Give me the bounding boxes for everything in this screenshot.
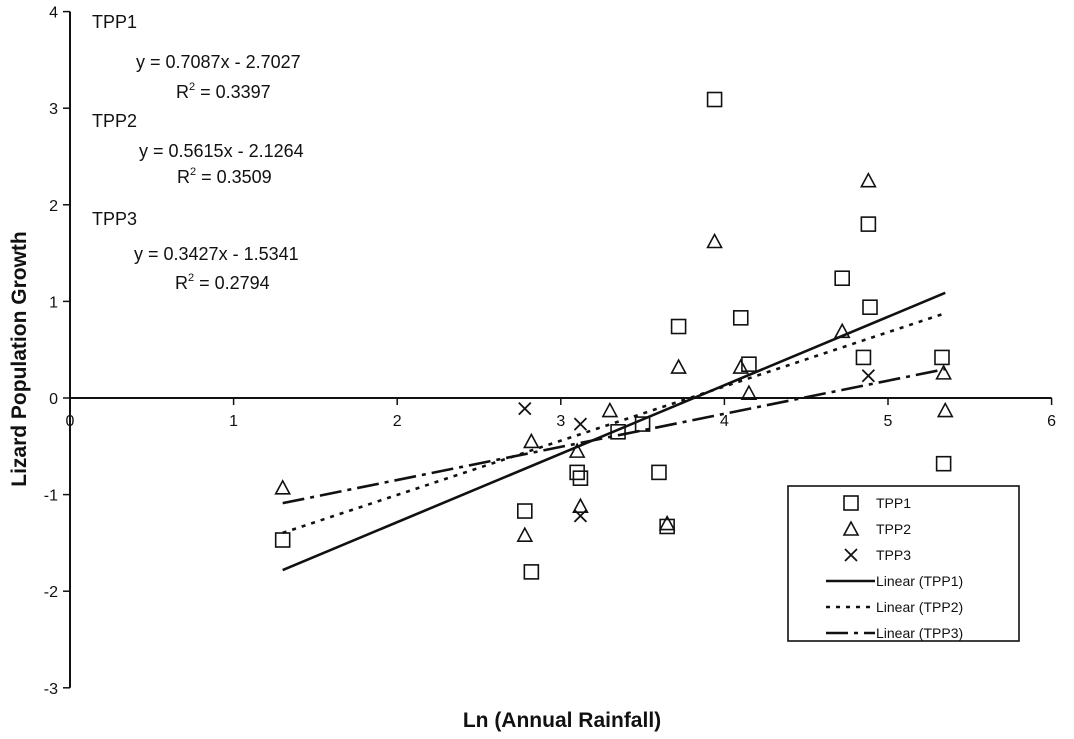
point-tpp3	[861, 369, 876, 383]
x-tick-label: 6	[1047, 413, 1056, 430]
x-tick-label: 1	[229, 413, 238, 430]
legend: TPP1 TPP2 TPP3 Linear (TPP1) Linear (TPP2) Li…	[787, 485, 1020, 642]
annotation-equation: y = 0.5615x - 2.1264	[139, 141, 304, 161]
point-tpp1	[934, 349, 950, 366]
point-tpp1	[670, 318, 687, 335]
y-tick-label: -3	[44, 681, 58, 698]
x-tick-label: 5	[884, 413, 893, 430]
trendline-tpp3	[282, 367, 946, 505]
point-tpp2	[740, 384, 758, 400]
legend-symbol	[844, 548, 858, 562]
x-tick-label: 2	[393, 413, 402, 430]
point-tpp1	[274, 532, 291, 548]
axes: 0 1 2 3 4 5 6 -3 -2 -1 0 1 2 3 4	[44, 5, 1056, 698]
point-tpp2	[568, 442, 586, 458]
point-tpp2	[572, 497, 589, 513]
point-tpp2	[936, 401, 954, 418]
y-tick-label: 4	[49, 5, 58, 22]
point-tpp1	[860, 216, 877, 232]
legend-symbol	[843, 495, 859, 511]
annotation-equation: y = 0.3427x - 1.5341	[134, 244, 299, 264]
annotation-r-squared: R2 = 0.2794	[175, 272, 270, 293]
legend-label: TPP3	[876, 547, 911, 563]
y-tick-label: 0	[49, 391, 58, 408]
y-tick-label: 2	[49, 198, 58, 215]
data-points	[274, 91, 954, 580]
point-tpp1	[523, 564, 540, 580]
trendlines	[282, 291, 946, 572]
y-axis-title: Lizard Population Growth	[8, 231, 31, 487]
annotation-r-squared: R2 = 0.3509	[177, 166, 272, 187]
point-tpp1	[517, 503, 533, 519]
y-tick-label: -1	[44, 488, 58, 505]
point-tpp2	[523, 432, 540, 449]
point-tpp1	[855, 349, 872, 366]
point-tpp2	[658, 514, 676, 531]
point-tpp2	[706, 232, 723, 249]
point-tpp1	[651, 464, 667, 481]
x-tick-label: 3	[556, 413, 565, 430]
trendline-tpp2	[282, 311, 946, 535]
point-tpp2	[670, 358, 687, 374]
point-tpp1	[569, 464, 585, 481]
point-tpp1	[862, 299, 878, 315]
point-tpp2	[516, 526, 534, 542]
point-tpp1	[706, 91, 723, 108]
legend-symbol	[842, 520, 860, 536]
y-tick-label: 1	[49, 294, 58, 311]
annotation-title: TPP2	[92, 111, 137, 131]
point-tpp1	[834, 270, 850, 287]
annotation-title: TPP1	[92, 12, 137, 32]
x-tick-label: 0	[66, 413, 75, 430]
legend-label: TPP1	[876, 495, 911, 511]
point-tpp1	[732, 310, 749, 326]
y-tick-label: -2	[44, 584, 58, 601]
point-tpp3	[518, 401, 532, 416]
point-tpp1	[634, 416, 651, 432]
legend-box	[787, 485, 1020, 642]
annotation-r-squared: R2 = 0.3397	[176, 81, 271, 102]
legend-label: Linear (TPP3)	[876, 625, 963, 641]
legend-label: TPP2	[876, 521, 911, 537]
point-tpp2	[601, 401, 619, 418]
point-tpp2	[732, 358, 750, 374]
point-tpp3	[573, 417, 588, 431]
annotation-equation: y = 0.7087x - 2.7027	[136, 52, 301, 72]
point-tpp2	[935, 364, 952, 380]
point-tpp1	[935, 455, 952, 472]
legend-label: Linear (TPP1)	[876, 573, 963, 589]
point-tpp2	[860, 171, 877, 188]
x-axis-title: Ln (Annual Rainfall)	[463, 709, 661, 732]
point-tpp2	[274, 479, 292, 495]
point-tpp2	[833, 322, 851, 339]
point-tpp3	[573, 509, 588, 523]
y-tick-label: 3	[49, 101, 58, 118]
point-tpp1	[610, 424, 626, 440]
point-tpp1	[572, 470, 589, 486]
point-tpp1	[659, 518, 675, 535]
x-tick-label: 4	[720, 413, 729, 430]
point-tpp1	[741, 356, 757, 372]
trendline-tpp1	[282, 291, 946, 572]
annotation-title: TPP3	[92, 209, 137, 229]
legend-label: Linear (TPP2)	[876, 599, 963, 615]
